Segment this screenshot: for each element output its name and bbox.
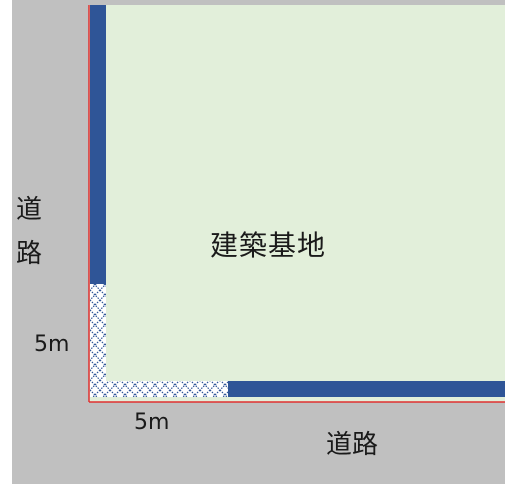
corner-hatch-vertical	[90, 284, 106, 397]
building-site	[89, 5, 505, 402]
road-left-label: 道 路	[16, 188, 46, 276]
road-left-label-line1: 道	[16, 195, 43, 225]
dimension-horizontal-label: 5m	[134, 410, 170, 435]
road-bottom-label: 道路	[326, 430, 379, 460]
setback-bar-bottom	[228, 381, 505, 397]
building-site-label: 建築基地	[210, 229, 327, 262]
corner-hatch-horizontal	[106, 381, 228, 397]
dimension-vertical-label: 5m	[34, 332, 70, 357]
setback-bar-left	[90, 5, 106, 284]
road-left-label-line2: 路	[16, 239, 43, 269]
